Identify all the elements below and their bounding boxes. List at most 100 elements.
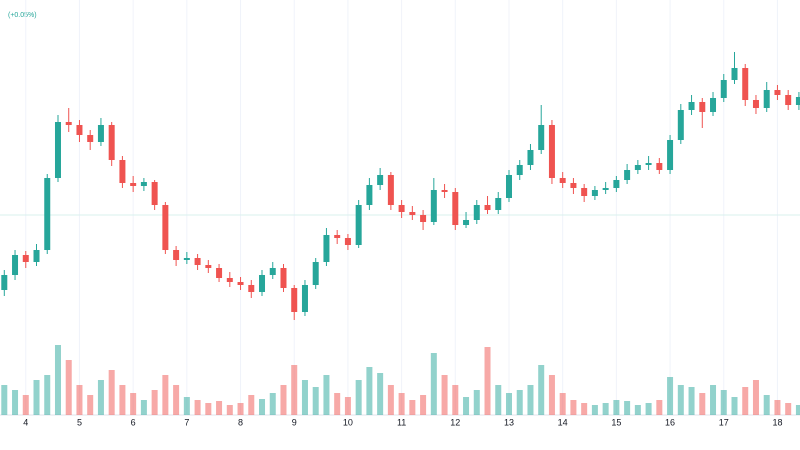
volume-bar	[602, 403, 609, 415]
volume-bar	[248, 395, 255, 415]
candle-body	[366, 185, 373, 205]
candle-body	[473, 205, 480, 220]
candle-body	[119, 160, 126, 183]
candle-body	[710, 98, 717, 112]
candle-body	[495, 198, 502, 210]
volume-bar	[97, 380, 104, 415]
volume-bar	[216, 401, 223, 415]
candle-body	[1, 275, 8, 290]
candle-body	[785, 95, 792, 105]
volume-bar	[409, 400, 416, 415]
volume-bar	[130, 393, 137, 415]
volume-bar	[87, 395, 94, 415]
candle-body	[645, 163, 652, 165]
volume-bar	[441, 375, 448, 415]
x-tick-label: 13	[504, 417, 514, 427]
volume-bar	[624, 401, 631, 415]
volume-bar	[710, 385, 717, 415]
candle-body	[581, 188, 588, 196]
candle-body	[226, 278, 233, 282]
candle-body	[463, 220, 470, 225]
candle-body	[667, 140, 674, 170]
candle-body	[151, 182, 158, 205]
volume-bar	[505, 393, 512, 415]
volume-bar	[377, 373, 384, 415]
volume-bar	[591, 405, 598, 415]
x-tick-label: 18	[772, 417, 782, 427]
candle-body	[731, 68, 738, 80]
candle-body	[312, 262, 319, 285]
x-tick-label: 9	[292, 417, 297, 427]
volume-bar	[452, 385, 459, 415]
candle-body	[752, 100, 759, 108]
x-tick-label: 6	[131, 417, 136, 427]
candle-body	[33, 250, 40, 262]
candle-body	[140, 182, 147, 186]
volume-bar	[731, 397, 738, 415]
volume-bar	[140, 400, 147, 415]
candle-body	[613, 180, 620, 188]
volume-bar	[194, 400, 201, 415]
x-tick-label: 5	[77, 417, 82, 427]
candle-body	[602, 188, 609, 190]
volume-bar	[495, 385, 502, 415]
volume-bar	[151, 390, 158, 415]
volume-bar	[355, 380, 362, 415]
volume-bar	[269, 393, 276, 415]
candle-body	[484, 205, 491, 210]
candle-body	[699, 102, 706, 112]
candle-body	[344, 238, 351, 245]
candle-body	[162, 205, 169, 250]
candle-body	[538, 125, 545, 150]
candle-body	[570, 183, 577, 188]
candle-body	[280, 268, 287, 288]
candle-body	[677, 110, 684, 140]
candle-body	[12, 255, 19, 275]
volume-bar	[54, 345, 61, 415]
x-tick-label: 10	[343, 417, 353, 427]
volume-bar	[634, 405, 641, 415]
volume-bar	[720, 390, 727, 415]
candle-body	[44, 178, 51, 250]
candle-body	[377, 175, 384, 185]
candle-body	[548, 125, 555, 178]
candle-body	[130, 183, 137, 186]
volume-bar	[323, 375, 330, 415]
volume-bar	[259, 399, 266, 415]
volume-bar	[291, 365, 298, 415]
candle-body	[22, 255, 29, 262]
x-tick-label: 7	[184, 417, 189, 427]
volume-bar	[581, 403, 588, 415]
candle-body	[216, 268, 223, 278]
volume-bar	[742, 387, 749, 415]
volume-bar	[44, 375, 51, 415]
candle-body	[452, 192, 459, 225]
candle-body	[248, 285, 255, 292]
x-tick-label: 15	[611, 417, 621, 427]
x-tick-label: 11	[397, 417, 406, 427]
volume-bar	[33, 380, 40, 415]
x-tick-label: 4	[23, 417, 28, 427]
candle-body	[420, 215, 427, 222]
volume-bar	[119, 385, 126, 415]
candle-body	[237, 282, 244, 285]
volume-bar	[430, 353, 437, 415]
volume-bar	[645, 403, 652, 415]
candle-body	[516, 165, 523, 175]
candle-body	[87, 135, 94, 142]
volume-bar	[785, 403, 792, 415]
candle-body	[409, 212, 416, 215]
candle-body	[54, 122, 61, 178]
volume-bar	[366, 367, 373, 415]
volume-bar	[527, 385, 534, 415]
candle-body	[173, 250, 180, 260]
candle-body	[97, 125, 104, 142]
candle-body	[720, 80, 727, 98]
candle-body	[774, 90, 781, 95]
volume-bar	[183, 397, 190, 415]
volume-bar	[516, 390, 523, 415]
candle-body	[430, 190, 437, 222]
candle-body	[624, 170, 631, 180]
candle-body	[205, 265, 212, 268]
